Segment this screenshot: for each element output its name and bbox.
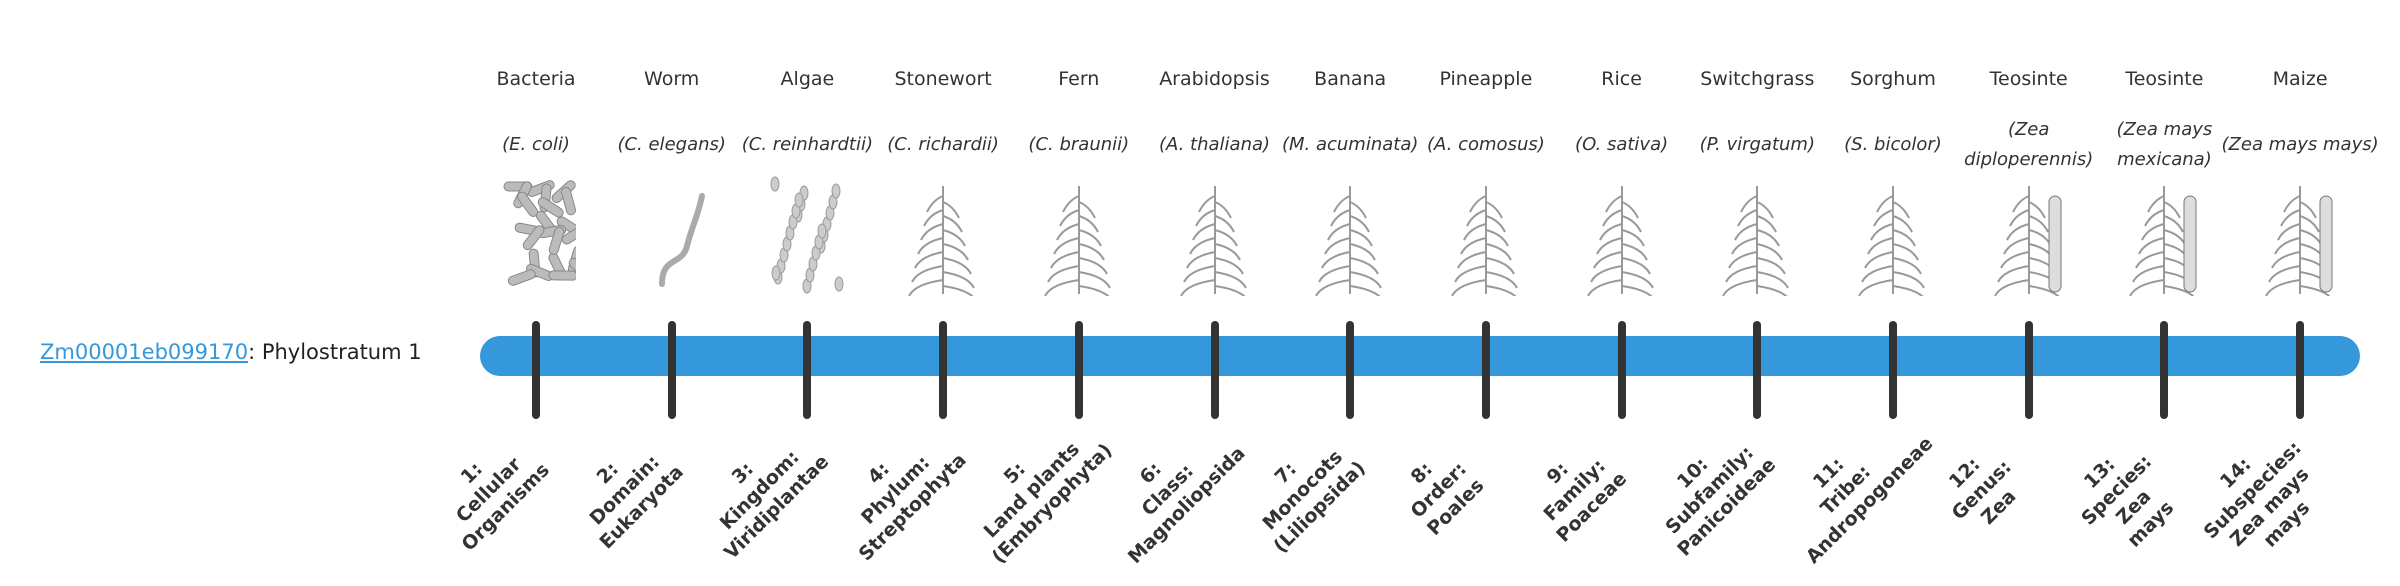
stratum-column: Worm (C. elegans) 2: Domain: Eukaryota: [585, 0, 740, 580]
taxonomic-rank-label: 1: Cellular Organisms: [410, 412, 567, 569]
scientific-name: (E. coli): [502, 134, 570, 155]
scientific-name: (O. sativa): [1575, 134, 1669, 155]
common-name: Stonewort: [894, 68, 992, 90]
scientific-name: (Zea mays mays): [2221, 134, 2379, 155]
stratum-tick: [1210, 321, 1219, 419]
scientific-name: (C. richardii): [887, 134, 999, 155]
scientific-name: (S. bicolor): [1844, 134, 1942, 155]
algae-icon: [770, 176, 844, 294]
stratum-column: Algae (C. reinhardtii) 3: Kingdom: Viridip…: [716, 0, 875, 580]
banana-icon: [1315, 186, 1383, 296]
stratum-tick: [2296, 321, 2305, 419]
common-name: Algae: [780, 68, 835, 90]
scientific-name: (M. acuminata): [1281, 134, 1419, 155]
stratum-column: Sorghum (S. bicolor) 11: Tribe: Andropogon…: [1802, 0, 1961, 580]
stratum-tick: [1481, 321, 1490, 419]
scientific-name: (A. comosus): [1427, 134, 1545, 155]
stratum-column: Fern (C. braunii) 5: Land plants (Embryoph…: [979, 0, 1147, 580]
common-name: Teosinte: [2125, 68, 2204, 90]
common-name: Maize: [2272, 68, 2328, 90]
stonewort-icon: [908, 186, 975, 296]
stratum-tick: [2024, 321, 2033, 419]
common-name: Rice: [1601, 68, 1642, 90]
stratum-column: Banana (M. acuminata) 7: Monocots (Liliops…: [1259, 0, 1419, 580]
scientific-name: (A. thaliana): [1158, 134, 1271, 155]
common-name: Banana: [1314, 68, 1387, 90]
stratum-tick: [803, 321, 812, 419]
stratum-column: Rice (O. sativa) 9: Family: Poaceae: [1539, 0, 1690, 580]
common-name: Fern: [1058, 68, 1100, 90]
bacteria-icon: [503, 180, 576, 286]
teosinte-icon: [1993, 186, 2062, 296]
fern-icon: [1043, 186, 1111, 296]
gene-label: Zm00001eb099170: Phylostratum 1: [40, 340, 422, 364]
common-name: Bacteria: [496, 68, 576, 90]
gene-id-link[interactable]: Zm00001eb099170: [40, 340, 249, 364]
phylostratum-bar: [480, 336, 2360, 376]
scientific-name: (Zea diploperennis): [1964, 119, 2094, 170]
stratum-tick: [1074, 321, 1083, 419]
pineapple-icon: [1450, 186, 1518, 296]
stratum-column: Teosinte (Zea mays mexicana) 13: Species:…: [2078, 0, 2232, 580]
arabidopsis-icon: [1179, 186, 1247, 296]
common-name: Teosinte: [1989, 68, 2068, 90]
stratum-tick: [1889, 321, 1897, 419]
stratum-column: Teosinte (Zea diploperennis) 12: Genus: Ze…: [1945, 0, 2097, 580]
stratum-column: Switchgrass (P. virgatum) 10: Subfamily: P…: [1662, 0, 1825, 580]
stratum-column: Bacteria (E. coli) 1: Cellular Organisms: [452, 0, 604, 580]
common-name: Worm: [644, 68, 700, 90]
stratum-column: Stonewort (C. richardii) 4: Phylum: Strept…: [855, 0, 1011, 580]
stratum-tick: [532, 321, 540, 419]
stratum-tick: [2160, 321, 2169, 419]
teosinte-mexicana-icon: [2129, 186, 2197, 296]
scientific-name: (C. elegans): [617, 134, 726, 155]
common-name: Sorghum: [1850, 68, 1936, 90]
stratum-tick: [939, 321, 948, 419]
common-name: Switchgrass: [1700, 68, 1815, 90]
scientific-name: (C. reinhardtii): [741, 134, 874, 155]
stratum-tick: [1617, 321, 1626, 419]
worm-icon: [658, 193, 705, 287]
common-name: Arabidopsis: [1159, 68, 1270, 90]
scientific-name: (P. virgatum): [1699, 134, 1815, 155]
scientific-name: (Zea mays mexicana): [2116, 119, 2213, 170]
maize-icon: [2265, 186, 2333, 296]
stratum-tick: [1753, 321, 1762, 419]
switchgrass-icon: [1722, 186, 1790, 296]
stratum-column: Pineapple (A. comosus) 8: Order: Poales: [1406, 0, 1554, 580]
phylostratum-text: : Phylostratum 1: [248, 340, 422, 364]
stratum-tick: [1346, 321, 1355, 419]
stratum-column: Arabidopsis (A. thaliana) 6: Class: Magnol…: [1123, 0, 1283, 580]
stratum-column: Maize (Zea mays mays) 14: Subspecies: Zea …: [2200, 0, 2379, 580]
stratum-tick: [667, 321, 676, 419]
sorghum-icon: [1858, 186, 1925, 296]
scientific-name: (C. braunii): [1028, 134, 1130, 155]
common-name: Pineapple: [1439, 68, 1533, 90]
rice-icon: [1586, 186, 1654, 296]
